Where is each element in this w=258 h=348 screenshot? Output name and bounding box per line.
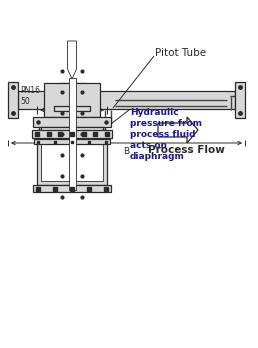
Text: PN16
50: PN16 50 [20, 86, 40, 106]
Bar [44, 83, 100, 117]
Bar [18, 91, 235, 109]
Polygon shape [68, 41, 77, 79]
Polygon shape [158, 117, 198, 143]
Bar [33, 185, 111, 192]
Bar [54, 106, 90, 111]
Bar [37, 130, 107, 185]
Bar [41, 127, 103, 135]
Bar [54, 157, 90, 162]
Bar [41, 134, 103, 181]
Text: L: L [69, 137, 75, 146]
Text: Hydraulic
pressure from
process fluid
acts on
diaphragm: Hydraulic pressure from process fluid ac… [130, 108, 202, 161]
Bar [34, 139, 110, 144]
Text: A: A [65, 98, 71, 107]
Text: Pitot Tube: Pitot Tube [155, 48, 206, 58]
Bar [33, 117, 111, 127]
Bar [69, 78, 76, 190]
Bar [32, 130, 112, 138]
Bar [235, 82, 245, 118]
Bar [54, 132, 90, 136]
Text: B: B [123, 147, 130, 156]
Bar [8, 82, 18, 118]
Bar [59, 83, 85, 185]
Text: Process Flow: Process Flow [148, 145, 225, 155]
Bar [39, 118, 105, 130]
